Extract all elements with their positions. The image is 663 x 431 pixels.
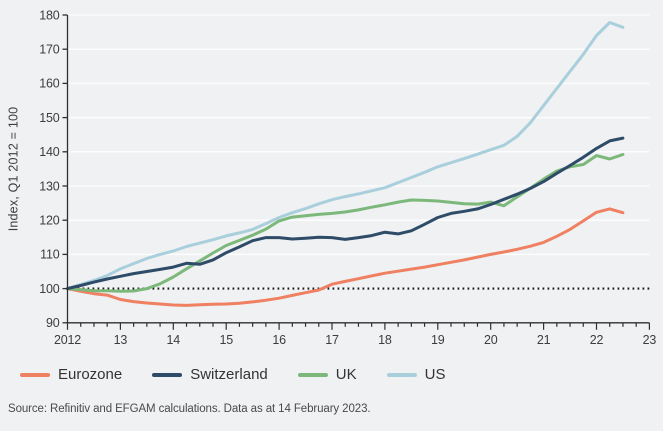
y-tick-label: 150 <box>39 111 60 125</box>
legend-swatch-switzerland <box>152 372 183 377</box>
legend-swatch-us <box>386 372 417 377</box>
x-tick-label: 18 <box>378 333 392 347</box>
x-tick-label: 17 <box>325 333 339 347</box>
legend-label: US <box>424 366 446 383</box>
series-line-us <box>66 21 625 291</box>
legend-item-us: US <box>386 366 446 383</box>
y-tick-label: 110 <box>40 248 60 262</box>
y-tick-label: 90 <box>46 316 60 330</box>
chart-svg: 90 100 110 120 130 140 150 160 170 180 2012 13 14 15 1… <box>39 8 657 347</box>
source-note: Source: Refinitiv and EFGAM calculations… <box>8 403 371 415</box>
legend-item-switzerland: Switzerland <box>152 366 268 383</box>
x-tick-label: 19 <box>431 333 445 347</box>
x-tick-label: 2012 <box>54 333 81 347</box>
y-tick-label: 180 <box>39 8 60 22</box>
y-tick-label: 140 <box>39 145 60 159</box>
series-line-eurozone <box>66 207 625 307</box>
x-tick-label: 20 <box>484 333 498 347</box>
x-tick-label: 21 <box>537 333 551 347</box>
x-tick-label: 14 <box>167 333 181 347</box>
x-tick-label: 23 <box>643 333 657 347</box>
x-tick-label: 22 <box>590 333 604 347</box>
x-tick-label: 13 <box>114 333 128 347</box>
legend-item-eurozone: Eurozone <box>20 366 122 383</box>
y-tick-label: 130 <box>39 179 60 193</box>
y-tick-label: 160 <box>39 77 60 91</box>
legend-swatch-uk <box>297 372 328 377</box>
y-tick-label: 170 <box>39 43 60 57</box>
legend-label: UK <box>335 366 357 383</box>
series-line-switzerland <box>66 136 625 291</box>
x-tick-label: 15 <box>219 333 233 347</box>
legend-item-uk: UK <box>297 366 357 383</box>
legend-label: Eurozone <box>58 366 123 383</box>
y-tick-label: 120 <box>39 214 60 228</box>
y-tick-label: 100 <box>39 282 60 296</box>
legend-swatch-eurozone <box>20 372 50 377</box>
x-tick-label: 16 <box>272 333 286 347</box>
legend: Eurozone Switzerland UK US <box>20 366 445 383</box>
legend-label: Switzerland <box>190 366 268 383</box>
